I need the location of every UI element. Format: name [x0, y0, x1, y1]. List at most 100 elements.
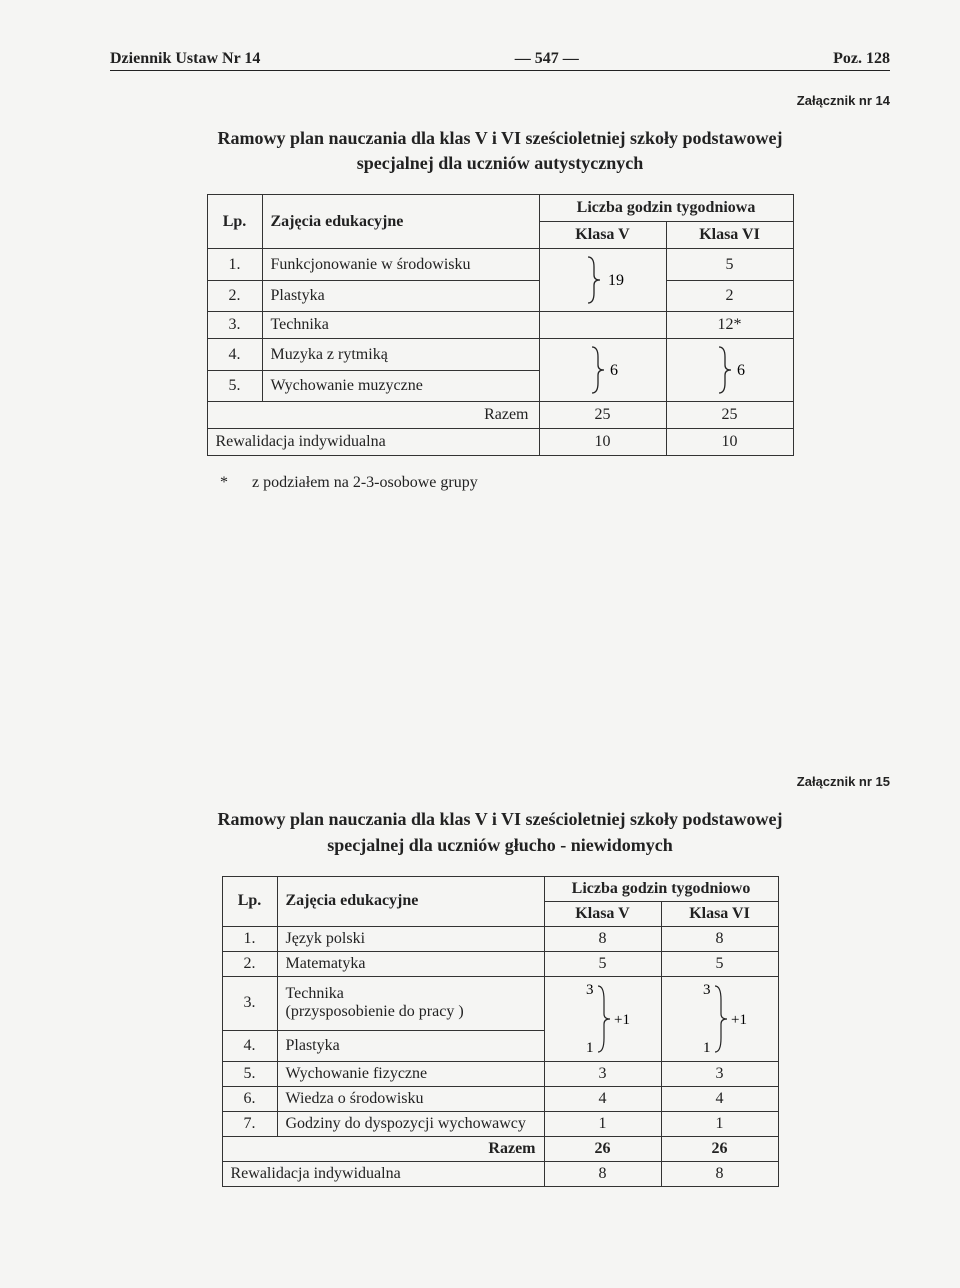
title-line-2: specjalnej dla uczniów autystycznych: [110, 151, 890, 176]
header-left: Dziennik Ustaw Nr 14: [110, 50, 260, 68]
footnote-14: * z podziałem na 2-3-osobowe grupy: [220, 474, 890, 492]
cell-subj: Wychowanie muzyczne: [262, 370, 539, 402]
footnote-text: z podziałem na 2-3-osobowe grupy: [252, 474, 478, 491]
cell-lp: 6.: [222, 1086, 277, 1111]
cell-brace-6b: 6: [666, 339, 793, 402]
table-row: 6. Wiedza o środowisku 4 4: [222, 1086, 778, 1111]
table-row: 5. Wychowanie fizyczne 3 3: [222, 1061, 778, 1086]
cell-val: 5: [544, 951, 661, 976]
svg-text:3: 3: [586, 982, 594, 998]
table-row: Razem 26 26: [222, 1136, 778, 1161]
col-hours: Liczba godzin tygodniowa: [539, 195, 793, 222]
cell-subj: Funkcjonowanie w środowisku: [262, 249, 539, 281]
title-block-15: Ramowy plan nauczania dla klas V i VI sz…: [110, 807, 890, 857]
table-row: Razem 25 25: [207, 402, 793, 429]
cell-lp: 1.: [222, 926, 277, 951]
cell-total-label: Razem: [207, 402, 539, 429]
svg-text:1: 1: [703, 1040, 711, 1056]
running-header: Dziennik Ustaw Nr 14 — 547 — Poz. 128: [110, 50, 890, 71]
cell-val: 25: [666, 402, 793, 429]
annex-label-15: Załącznik nr 15: [110, 774, 890, 789]
cell-subj: Technika (przysposobienie do pracy ): [277, 976, 544, 1030]
cell-subj: Plastyka: [277, 1030, 544, 1061]
cell-val: 5: [666, 249, 793, 281]
header-right: Poz. 128: [833, 50, 890, 68]
table-row: 1. Język polski 8 8: [222, 926, 778, 951]
col-k5: Klasa V: [544, 901, 661, 926]
cell-lp: 5.: [207, 370, 262, 402]
svg-text:6: 6: [610, 362, 618, 379]
cell-brace-t2b: 3 1 +1: [661, 976, 778, 1061]
cell-subj: Godziny do dyspozycji wychowawcy: [277, 1111, 544, 1136]
cell-val: 1: [544, 1111, 661, 1136]
title-line-1b: Ramowy plan nauczania dla klas V i VI sz…: [110, 807, 890, 832]
svg-text:6: 6: [737, 362, 745, 379]
col-lp: Lp.: [207, 195, 262, 249]
table-row: 7. Godziny do dyspozycji wychowawcy 1 1: [222, 1111, 778, 1136]
table-row: 3. Technika (przysposobienie do pracy ) …: [222, 976, 778, 1030]
cell-val: 3: [661, 1061, 778, 1086]
col-k5: Klasa V: [539, 222, 666, 249]
col-k6: Klasa VI: [666, 222, 793, 249]
cell-subj: Technika: [262, 312, 539, 339]
cell-lp: 4.: [222, 1030, 277, 1061]
cell-val: 4: [544, 1086, 661, 1111]
cell-brace-t2a: 3 1 +1: [544, 976, 661, 1061]
cell-subj: Muzyka z rytmiką: [262, 339, 539, 371]
cell-val: 8: [544, 1161, 661, 1186]
col-subject: Zajęcia edukacyjne: [277, 876, 544, 926]
cell-val: 26: [661, 1136, 778, 1161]
table-row: 4. Muzyka z rytmiką 6 6: [207, 339, 793, 371]
svg-text:+1: +1: [614, 1012, 630, 1028]
cell-val: 10: [666, 429, 793, 456]
cell-val: 3: [544, 1061, 661, 1086]
cell-val: [539, 312, 666, 339]
table-row: Lp. Zajęcia edukacyjne Liczba godzin tyg…: [222, 876, 778, 901]
svg-text:1: 1: [586, 1040, 594, 1056]
footnote-mark: *: [220, 474, 228, 491]
cell-val: 8: [661, 1161, 778, 1186]
col-subject: Zajęcia edukacyjne: [262, 195, 539, 249]
cell-val: 8: [661, 926, 778, 951]
cell-val: 4: [661, 1086, 778, 1111]
table-row: 1. Funkcjonowanie w środowisku 19 5: [207, 249, 793, 281]
table-15: Lp. Zajęcia edukacyjne Liczba godzin tyg…: [222, 876, 779, 1187]
cell-lp: 1.: [207, 249, 262, 281]
table-row: Rewalidacja indywidualna 10 10: [207, 429, 793, 456]
cell-subj: Wychowanie fizyczne: [277, 1061, 544, 1086]
cell-lp: 3.: [207, 312, 262, 339]
cell-lp: 3.: [222, 976, 277, 1030]
cell-subj: Plastyka: [262, 280, 539, 312]
cell-lp: 5.: [222, 1061, 277, 1086]
table-row: 2. Matematyka 5 5: [222, 951, 778, 976]
cell-lp: 4.: [207, 339, 262, 371]
title-block-14: Ramowy plan nauczania dla klas V i VI sz…: [110, 126, 890, 176]
col-k6: Klasa VI: [661, 901, 778, 926]
cell-total-label: Razem: [222, 1136, 544, 1161]
cell-val: 26: [544, 1136, 661, 1161]
cell-val: 2: [666, 280, 793, 312]
cell-lp: 2.: [207, 280, 262, 312]
cell-val: 25: [539, 402, 666, 429]
svg-text:3: 3: [703, 982, 711, 998]
table-row: Rewalidacja indywidualna 8 8: [222, 1161, 778, 1186]
annex-label-14: Załącznik nr 14: [110, 93, 890, 108]
title-line-1: Ramowy plan nauczania dla klas V i VI sz…: [110, 126, 890, 151]
cell-lp: 2.: [222, 951, 277, 976]
cell-brace-19: 19: [539, 249, 666, 312]
cell-val: 12*: [666, 312, 793, 339]
table-row: 2. Plastyka 2: [207, 280, 793, 312]
col-hours: Liczba godzin tygodniowo: [544, 876, 778, 901]
cell-val: 1: [661, 1111, 778, 1136]
cell-subj: Język polski: [277, 926, 544, 951]
title-line-2b: specjalnej dla uczniów głucho - niewidom…: [110, 833, 890, 858]
cell-rewal-label: Rewalidacja indywidualna: [207, 429, 539, 456]
cell-rewal-label: Rewalidacja indywidualna: [222, 1161, 544, 1186]
table-row: Lp. Zajęcia edukacyjne Liczba godzin tyg…: [207, 195, 793, 222]
cell-brace-6a: 6: [539, 339, 666, 402]
table-14: Lp. Zajęcia edukacyjne Liczba godzin tyg…: [207, 194, 794, 456]
cell-lp: 7.: [222, 1111, 277, 1136]
cell-subj: Wiedza o środowisku: [277, 1086, 544, 1111]
spacer: [110, 492, 890, 752]
header-center: — 547 —: [515, 50, 579, 68]
